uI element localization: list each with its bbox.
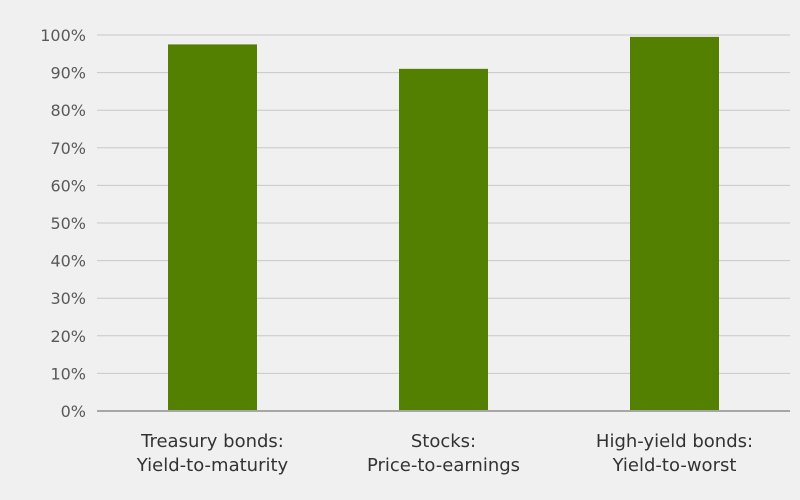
y-tick-label-0: 0% — [61, 402, 86, 421]
bar-1 — [399, 68, 488, 411]
y-tick-label-10: 100% — [40, 26, 86, 45]
x-category-label-0: Treasury bonds: Yield-to-maturity — [136, 431, 289, 476]
y-tick-label-8: 80% — [50, 101, 86, 120]
y-tick-label-9: 90% — [50, 64, 86, 83]
x-category-label-0-line-1: Yield-to-maturity — [136, 455, 289, 476]
x-category-label-2-line-0: High-yield bonds: — [596, 431, 753, 452]
x-axis-category-labels: Treasury bonds: Yield-to-maturity Stocks: P… — [136, 431, 753, 476]
bars — [168, 36, 719, 412]
x-category-label-2-line-1: Yield-to-worst — [612, 455, 737, 476]
x-category-label-1: Stocks: Price-to-earnings — [367, 431, 520, 476]
y-tick-label-7: 70% — [50, 139, 86, 158]
x-category-label-0-line-0: Treasury bonds: — [140, 431, 284, 452]
y-tick-label-4: 40% — [50, 252, 86, 271]
y-tick-label-2: 20% — [50, 327, 86, 346]
y-tick-label-3: 30% — [50, 289, 86, 308]
y-tick-label-5: 50% — [50, 214, 86, 233]
x-category-label-1-line-1: Price-to-earnings — [367, 455, 520, 476]
bar-0 — [168, 44, 257, 412]
x-category-label-1-line-0: Stocks: — [411, 431, 476, 452]
x-category-label-2: High-yield bonds: Yield-to-worst — [596, 431, 753, 476]
y-tick-label-6: 60% — [50, 176, 86, 195]
y-tick-label-1: 10% — [50, 364, 86, 383]
bar-2 — [630, 36, 719, 411]
y-axis-tick-labels: 0% 10% 20% 30% 40% 50% 60% 70% 80% 90% 100% — [40, 26, 86, 421]
